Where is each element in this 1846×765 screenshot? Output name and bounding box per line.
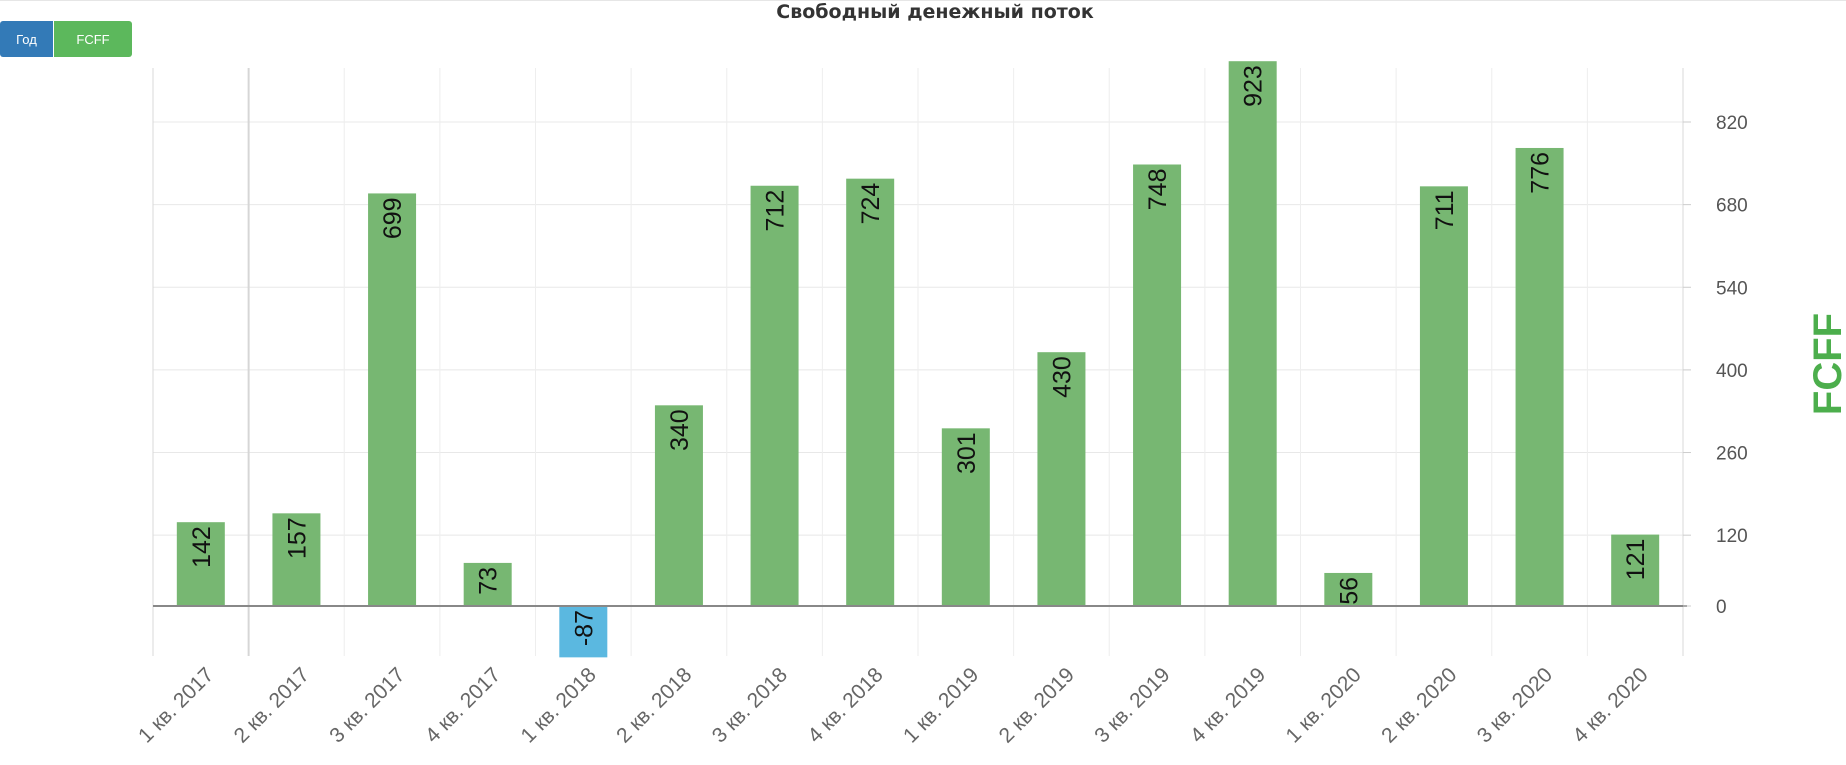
bar-value-label: 121 — [1622, 539, 1650, 581]
top-divider — [0, 0, 1846, 1]
y-tick-label: 680 — [1716, 196, 1748, 217]
bar-value-label: 340 — [666, 409, 694, 451]
bar[interactable] — [1419, 186, 1468, 606]
y-axis-ticks: 0 120 260 400 540 680 820 — [1683, 113, 1748, 618]
bar-value-label: 142 — [188, 526, 216, 568]
y-tick-label: 820 — [1716, 113, 1748, 134]
x-tick-label: 2 кв. 2018 — [612, 663, 696, 747]
x-tick-label: 3 кв. 2018 — [708, 663, 792, 747]
bar[interactable] — [1611, 534, 1660, 606]
y-tick-label: 400 — [1716, 361, 1748, 382]
y-tick-label: 120 — [1716, 526, 1748, 547]
bar-value-label: 711 — [1431, 190, 1459, 230]
bar[interactable] — [463, 562, 512, 606]
chart-title: Свободный денежный поток — [776, 1, 1094, 23]
bar[interactable] — [1515, 147, 1564, 606]
y-tick-label: 0 — [1716, 597, 1727, 618]
x-axis-ticks: 1 кв. 2017 2 кв. 2017 3 кв. 2017 4 кв. 2017… — [134, 663, 1653, 747]
bar[interactable] — [750, 185, 799, 606]
bar[interactable] — [941, 428, 990, 606]
x-tick-label: 2 кв. 2017 — [230, 663, 314, 747]
x-tick-label: 1 кв. 2018 — [517, 663, 601, 747]
bar[interactable] — [272, 513, 321, 606]
bar-value-label: 430 — [1048, 356, 1076, 398]
bar-value-label: 776 — [1527, 152, 1555, 194]
bar-value-label: 699 — [379, 197, 407, 239]
bar[interactable] — [368, 193, 417, 607]
x-tick-label: 3 кв. 2019 — [1090, 663, 1174, 747]
x-tick-label: 1 кв. 2017 — [134, 663, 218, 747]
x-tick-label: 4 кв. 2018 — [803, 663, 887, 747]
x-tick-label: 1 кв. 2020 — [1282, 663, 1366, 747]
y-tick-label: 260 — [1716, 444, 1748, 465]
chart-toolbar: Год FCFF — [0, 21, 132, 57]
bar[interactable] — [846, 178, 895, 606]
bar-value-label: 923 — [1240, 65, 1268, 107]
bar[interactable] — [1133, 164, 1182, 606]
period-year-button[interactable]: Год — [0, 21, 53, 57]
y-axis-title: FCFF — [1806, 313, 1846, 415]
bar-value-label: 712 — [762, 190, 790, 232]
bar[interactable] — [1037, 352, 1086, 606]
bar-labels: 142 157 699 73 -87 340 712 724 301 430 748 923 56 711… — [153, 65, 1687, 646]
bars — [176, 61, 1660, 658]
bar-value-label: 73 — [475, 567, 503, 595]
bar[interactable] — [654, 405, 703, 606]
x-tick-label: 4 кв. 2019 — [1186, 663, 1270, 747]
bar[interactable] — [1228, 61, 1277, 606]
bar[interactable] — [1324, 572, 1373, 606]
y-tick-label: 540 — [1716, 278, 1748, 299]
x-tick-label: 1 кв. 2019 — [899, 663, 983, 747]
bar-value-label: 301 — [953, 432, 981, 474]
bar-value-label: -87 — [570, 610, 598, 646]
x-tick-label: 2 кв. 2020 — [1377, 663, 1461, 747]
x-tick-label: 2 кв. 2019 — [995, 663, 1079, 747]
x-tick-label: 4 кв. 2020 — [1568, 663, 1652, 747]
bar-value-label: 748 — [1144, 168, 1172, 210]
x-tick-label: 3 кв. 2017 — [325, 663, 409, 747]
bar[interactable] — [559, 606, 608, 658]
bar-value-label: 56 — [1335, 577, 1363, 605]
bar-value-label: 724 — [857, 183, 885, 225]
x-tick-label: 3 кв. 2020 — [1473, 663, 1557, 747]
metric-fcff-button[interactable]: FCFF — [54, 21, 132, 57]
x-tick-label: 4 кв. 2017 — [421, 663, 505, 747]
bar[interactable] — [176, 522, 225, 606]
bar-value-label: 157 — [283, 517, 311, 559]
